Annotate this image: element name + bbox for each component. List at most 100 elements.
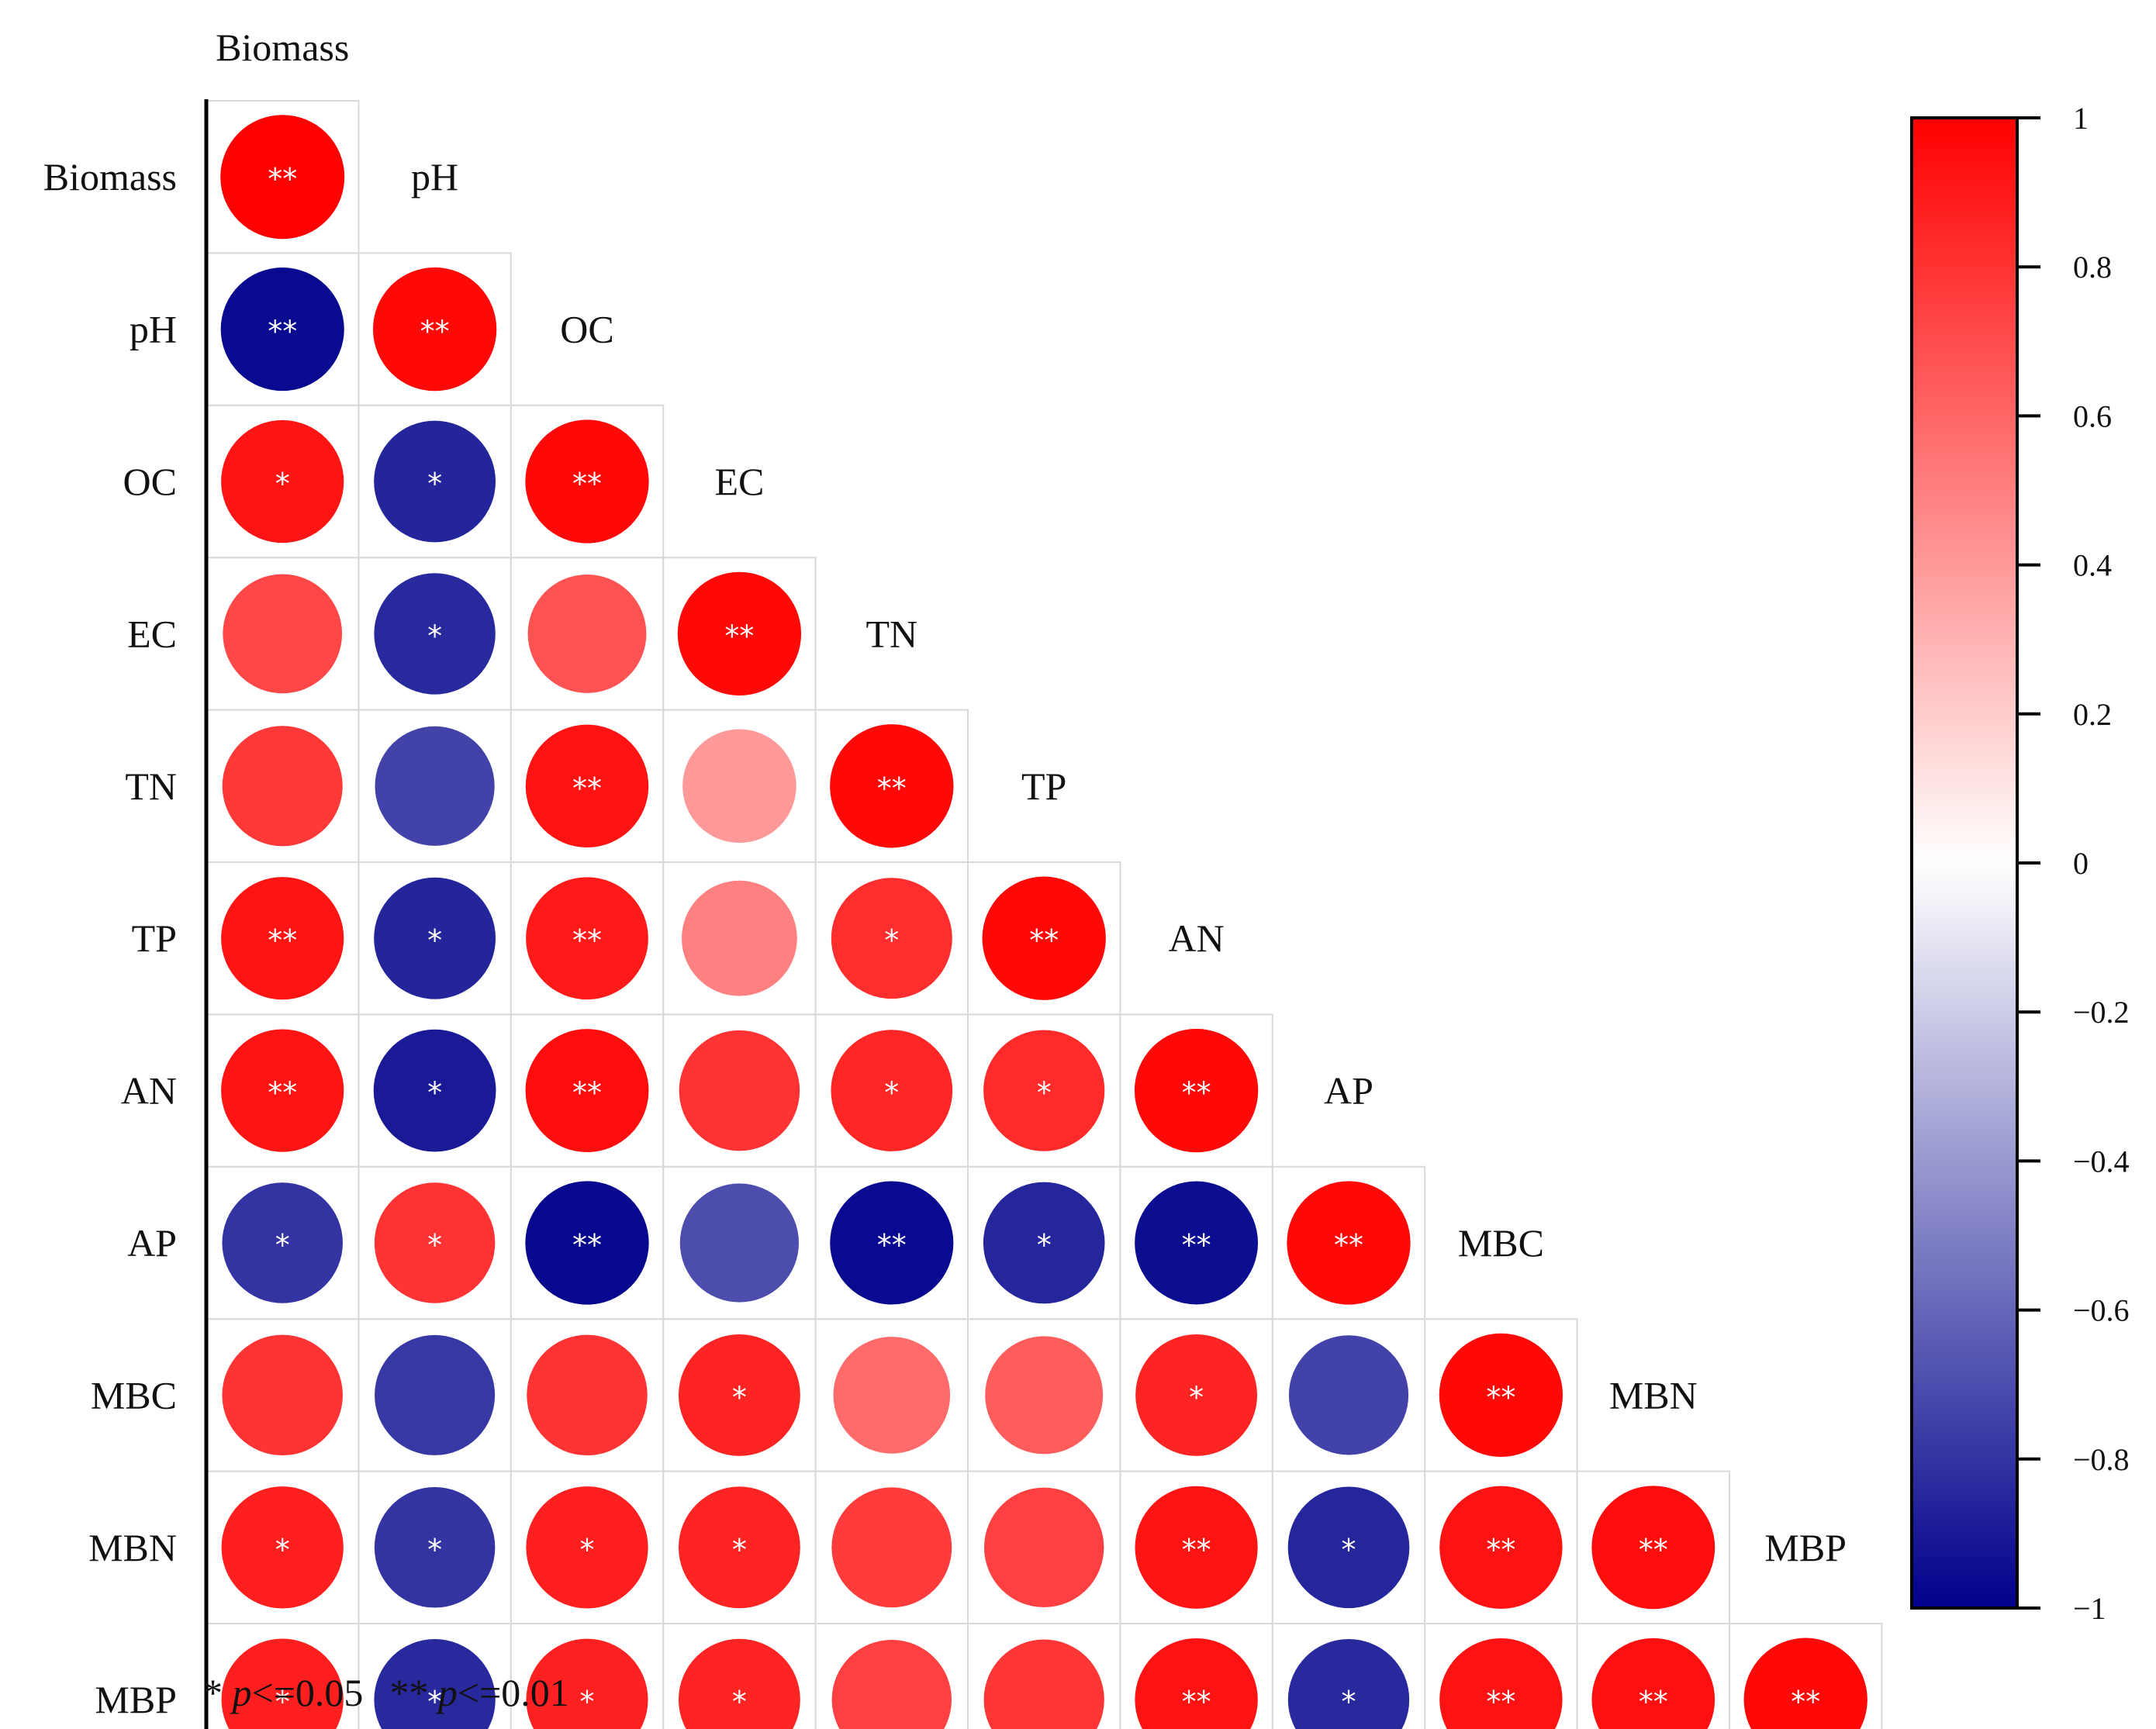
circle-MBC-Biomass <box>222 1334 343 1456</box>
circle-MBN-MBN <box>1591 1486 1715 1610</box>
significance-mark: * <box>1037 1228 1052 1262</box>
significance-mark: * <box>580 1533 595 1567</box>
column-label-OC: OC <box>560 308 613 351</box>
circle-MBC-TP <box>985 1336 1104 1455</box>
column-label-Biomass: Biomass <box>216 26 349 69</box>
circle-AP-OC <box>525 1181 649 1305</box>
row-label-MBP: MBP <box>95 1678 177 1721</box>
significance-mark: * <box>732 1685 747 1719</box>
circle-AN-TP <box>983 1030 1105 1151</box>
significance-mark: ** <box>420 315 450 349</box>
row-label-OC: OC <box>123 460 177 503</box>
circle-MBP-EC <box>678 1638 800 1729</box>
significance-mark: ** <box>1791 1685 1820 1719</box>
circle-MBN-AP <box>1287 1486 1410 1609</box>
row-label-EC: EC <box>127 612 177 655</box>
significance-mark: * <box>275 467 290 501</box>
significance-mark: * <box>427 1533 442 1567</box>
significance-mark: ** <box>1029 923 1059 958</box>
significance-mark: * <box>427 1685 442 1719</box>
circle-MBP-MBN <box>1591 1638 1715 1729</box>
significance-mark: ** <box>268 1076 297 1110</box>
circle-AN-TN <box>831 1030 953 1151</box>
circle-pH-Biomass <box>220 267 344 392</box>
significance-mark: * <box>1342 1685 1356 1719</box>
significance-mark: ** <box>1182 1076 1211 1110</box>
colorbar-tick-label: −0.8 <box>2073 1442 2130 1477</box>
row-label-TN: TN <box>125 764 177 808</box>
circle-MBN-pH <box>374 1487 496 1608</box>
column-label-AP: AP <box>1324 1069 1373 1113</box>
significance-mark: ** <box>1182 1533 1211 1567</box>
significance-mark: ** <box>1486 1533 1515 1567</box>
circle-MBN-EC <box>678 1486 800 1609</box>
colorbar-tick-label: 0.6 <box>2073 399 2112 433</box>
circle-MBP-pH <box>374 1639 496 1729</box>
circle-TP-Biomass <box>221 877 344 1000</box>
circle-TN-EC <box>682 729 796 844</box>
circle-MBN-Biomass <box>221 1486 344 1609</box>
circle-MBP-OC <box>526 1638 648 1729</box>
row-label-pH: pH <box>130 308 177 351</box>
colorbar-gradient <box>1910 116 2019 1610</box>
row-label-TP: TP <box>132 916 177 960</box>
colorbar-tick-label: −0.2 <box>2073 995 2130 1030</box>
circle-AP-AP <box>1287 1181 1411 1305</box>
circle-EC-OC <box>527 574 647 693</box>
column-label-EC: EC <box>714 460 764 503</box>
significance-mark: ** <box>724 619 754 653</box>
significance-mark: * <box>275 1685 290 1719</box>
circle-AP-Biomass <box>222 1182 343 1303</box>
circle-MBP-TP <box>983 1639 1104 1729</box>
circle-AP-TN <box>830 1181 954 1305</box>
significance-mark: * <box>732 1533 747 1567</box>
variable-labels: Biomass pH OC EC TN TP AN AP MBC MBN MBP Biomass pH O… <box>43 26 1847 1721</box>
circle-OC-Biomass <box>221 419 344 544</box>
cell-MBP-MBP <box>1729 1623 1883 1729</box>
circle-MBC-TN <box>833 1337 951 1454</box>
circle-EC-pH <box>374 573 496 695</box>
column-label-MBN: MBN <box>1609 1373 1698 1417</box>
circle-MBN-AN <box>1135 1486 1258 1609</box>
column-label-MBC: MBC <box>1458 1221 1544 1265</box>
significance-mark: ** <box>1639 1533 1668 1567</box>
colorbar-tick-label: −0.4 <box>2073 1144 2130 1179</box>
circle-TN-OC <box>525 724 649 848</box>
circle-MBC-AP <box>1288 1335 1409 1455</box>
circle-OC-pH <box>374 420 496 543</box>
significance-mark: ** <box>1182 1228 1211 1262</box>
circle-MBP-AP <box>1287 1639 1410 1729</box>
significance-mark: * <box>427 619 442 653</box>
significance-mark: * <box>275 1228 290 1262</box>
circle-AN-pH <box>373 1029 496 1152</box>
row-label-Biomass: Biomass <box>43 155 177 198</box>
column-label-TP: TP <box>1021 764 1066 808</box>
circle-MBC-AN <box>1135 1334 1258 1456</box>
circle-MBP-Biomass <box>221 1638 344 1729</box>
circle-Biomass-Biomass <box>220 115 345 240</box>
significance-mark: ** <box>1182 1685 1211 1719</box>
colorbar-tick-label: −1 <box>2073 1591 2106 1626</box>
significance-mark: * <box>1037 1076 1052 1110</box>
circle-MBN-OC <box>526 1486 648 1609</box>
circle-OC-OC <box>525 419 649 544</box>
significance-mark: ** <box>1486 1685 1515 1719</box>
colorbar-tick-label: 0.4 <box>2073 548 2112 583</box>
significance-mark: * <box>427 923 442 958</box>
circle-MBN-TN <box>831 1487 952 1608</box>
circle-AP-pH <box>374 1182 496 1303</box>
colorbar-tick-label: 0 <box>2073 846 2089 881</box>
significance-mark: * <box>427 1076 442 1110</box>
column-label-TN: TN <box>866 612 917 655</box>
significance-mark: ** <box>572 467 602 501</box>
significance-mark: ** <box>572 1228 602 1262</box>
column-label-AN: AN <box>1168 916 1224 960</box>
circle-MBC-MBC <box>1439 1333 1563 1458</box>
significance-mark: ** <box>1334 1228 1363 1262</box>
significance-mark: * <box>732 1380 747 1414</box>
significance-mark: ** <box>572 771 602 806</box>
colorbar-tick-label: −0.6 <box>2073 1293 2130 1328</box>
circle-EC-EC <box>677 571 802 696</box>
circle-TP-TP <box>982 876 1106 1000</box>
significance-mark: * <box>1342 1533 1356 1567</box>
